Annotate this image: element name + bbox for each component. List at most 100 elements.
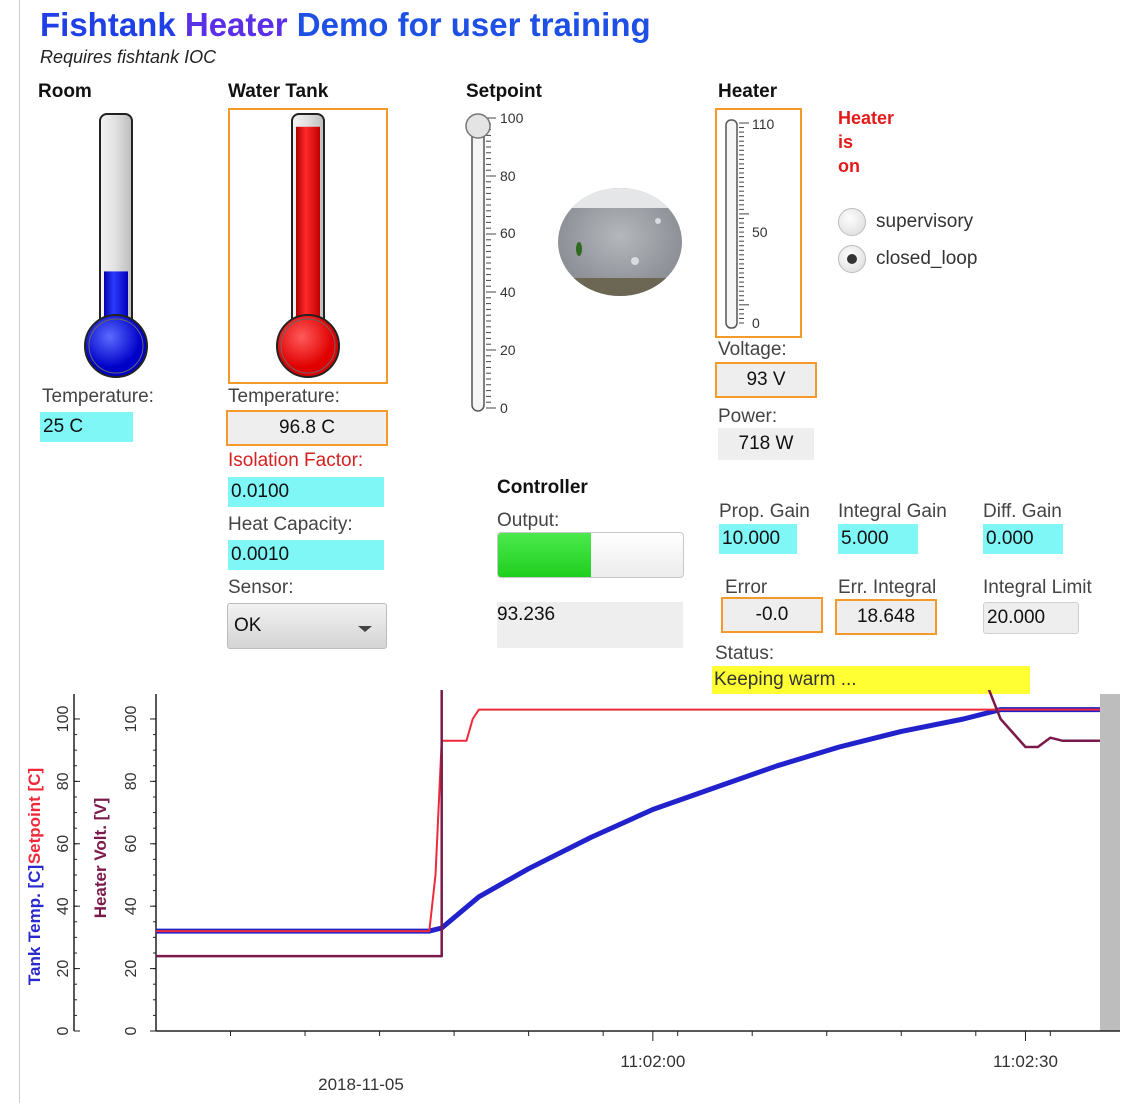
y-tick-right: 40 (123, 897, 140, 915)
trend-chart: 0 20 40 60 80 100 0 20 40 60 80 100 11:02:00 11:02:… (25, 690, 1120, 1094)
y-label-setpoint: Setpoint [C] (25, 768, 44, 864)
y-axis-heater-volt: 0 20 40 60 80 100 (123, 694, 157, 1035)
controller-output-bar (497, 532, 684, 578)
diff-gain-input[interactable]: 0.000 (983, 524, 1063, 554)
y-tick-left: 0 (55, 1026, 72, 1035)
prop-gain-label: Prop. Gain (719, 501, 810, 522)
heater-tick-110: 110 (752, 116, 775, 132)
diff-gain-label: Diff. Gain (983, 501, 1062, 522)
room-temperature-label: Temperature: (42, 386, 154, 407)
heater-tick-50: 50 (752, 224, 768, 240)
prop-gain-input[interactable]: 10.000 (719, 524, 797, 554)
y-tick-left: 100 (55, 706, 72, 733)
status-label: Status: (715, 643, 775, 664)
heat-capacity-label: Heat Capacity: (228, 514, 353, 535)
integral-limit-input[interactable]: 20.000 (983, 602, 1079, 634)
sensor-select[interactable]: OK (227, 603, 387, 649)
error-value: -0.0 (721, 597, 823, 633)
left-border (19, 0, 20, 1103)
series-line-2 (156, 690, 1100, 958)
water-tank-header: Water Tank (228, 81, 329, 102)
y-tick-left: 20 (55, 960, 72, 978)
y-tick-right: 60 (123, 835, 140, 853)
chart-scroll-margin (1100, 694, 1120, 1031)
title-part-2: Heater (184, 6, 288, 43)
y-tick-right: 80 (123, 772, 140, 790)
room-temperature-value: 25 C (40, 412, 133, 442)
power-value: 718 W (718, 428, 814, 460)
tank-temperature-label: Temperature: (228, 386, 340, 407)
heater-slider-frame (715, 108, 802, 338)
err-integral-value: 18.648 (835, 599, 937, 635)
heat-capacity-input[interactable]: 0.0010 (228, 540, 384, 570)
series-line-0 (156, 707, 1100, 934)
error-label: Error (725, 577, 768, 598)
integral-gain-label: Integral Gain (838, 501, 947, 522)
heater-status-line-1: Heater (838, 108, 895, 128)
chart-series (156, 690, 1100, 958)
room-thermometer (84, 113, 148, 378)
heater-status-text: Heater is on (838, 106, 894, 178)
isolation-factor-label: Isolation Factor: (228, 450, 364, 471)
controller-header: Controller (497, 477, 588, 498)
controller-output-fill (498, 533, 591, 577)
controller-output-value: 93.236 (497, 602, 683, 648)
y-tick-right: 0 (123, 1026, 140, 1035)
integral-gain-input[interactable]: 5.000 (838, 524, 918, 554)
setpoint-header: Setpoint (466, 81, 542, 102)
radio-closed-loop[interactable] (838, 245, 866, 273)
err-integral-label: Err. Integral (838, 577, 937, 598)
setpoint-tick-40: 40 (500, 284, 516, 300)
power-label: Power: (718, 406, 778, 427)
mode-option-closed-loop[interactable]: closed_loop (838, 245, 977, 273)
fishbowl-image (558, 188, 682, 296)
chart-plot-area (156, 694, 1120, 1031)
heater-tick-0: 0 (752, 315, 760, 331)
setpoint-tick-labels: 100 80 60 40 20 0 (500, 110, 524, 416)
y-tick-left: 40 (55, 897, 72, 915)
setpoint-slider-knob[interactable] (465, 113, 491, 139)
controller-output-label: Output: (497, 510, 560, 531)
mode-option-supervisory[interactable]: supervisory (838, 208, 973, 236)
mode-option-label: closed_loop (876, 248, 978, 269)
mode-option-label: supervisory (876, 211, 974, 232)
radio-supervisory[interactable] (838, 208, 866, 236)
series-line-1 (156, 708, 1100, 933)
setpoint-tick-0: 0 (500, 400, 508, 416)
status-value: Keeping warm ... (712, 666, 1030, 694)
room-header: Room (38, 81, 92, 102)
heater-slider[interactable]: 110 50 0 (716, 109, 800, 335)
page-title: Fishtank Heater Demo for user training (40, 6, 651, 44)
isolation-factor-input[interactable]: 0.0100 (228, 477, 384, 507)
page-subtitle: Requires fishtank IOC (40, 47, 217, 67)
sensor-label: Sensor: (228, 577, 294, 598)
y-tick-left: 80 (55, 772, 72, 790)
y-axis-tank-temp: 0 20 40 60 80 100 (55, 694, 80, 1035)
x-tick-label: 11:02:30 (993, 1052, 1058, 1071)
setpoint-slider[interactable]: 100 80 60 40 20 0 (460, 106, 530, 418)
y-label-heater-volt: Heater Volt. [V] (91, 798, 110, 919)
tank-temperature-value: 96.8 C (226, 410, 388, 446)
integral-limit-label: Integral Limit (983, 577, 1092, 598)
y-tick-left: 60 (55, 835, 72, 853)
y-tick-right: 20 (123, 960, 140, 978)
x-tick-label: 11:02:00 (620, 1052, 685, 1071)
title-part-1: Fishtank (40, 6, 185, 43)
setpoint-tick-80: 80 (500, 168, 516, 184)
sensor-select-value: OK (234, 615, 262, 636)
heater-status-line-3: on (838, 156, 860, 176)
x-axis-date-label: 2018-11-05 (318, 1075, 404, 1094)
setpoint-tick-100: 100 (500, 110, 524, 126)
voltage-value: 93 V (715, 362, 817, 398)
heater-status-line-2: is (838, 132, 854, 152)
y-label-tank-temp: Tank Temp. [C] (25, 865, 44, 985)
setpoint-tick-20: 20 (500, 342, 516, 358)
chevron-down-icon (358, 626, 372, 632)
setpoint-tick-60: 60 (500, 225, 516, 241)
heater-header: Heater (718, 81, 778, 102)
title-part-3: Demo for user training (287, 6, 651, 43)
y-tick-right: 100 (123, 706, 140, 733)
water-tank-frame (228, 108, 388, 384)
voltage-label: Voltage: (718, 339, 787, 360)
